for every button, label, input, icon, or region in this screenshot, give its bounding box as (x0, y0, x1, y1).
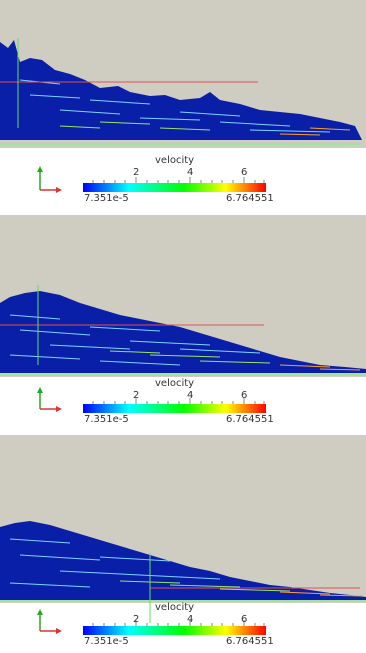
velocity-field-view-1 (0, 0, 366, 193)
colorbar-title: velocity (155, 155, 195, 166)
velocity-field-view-3 (0, 435, 366, 635)
colorbar-ticks (92, 177, 265, 183)
colorbar-tick-label: 2 (133, 167, 140, 178)
snapshot-panel-1: velocity 2 4 6 7.351e-5 6.764551 (0, 0, 366, 215)
colorbar-min-label: 7.351e-5 (84, 636, 129, 647)
colorbar-tick-label: 6 (241, 390, 248, 401)
axes-triad (37, 609, 62, 634)
fluid-region (0, 291, 366, 373)
snapshot-panel-3: velocity 2 4 6 7.351e-5 6.764551 (0, 435, 366, 653)
colorbar-tick-label: 6 (241, 167, 248, 178)
colorbar-tick-label: 4 (187, 614, 194, 625)
colorbar-tick-label: 6 (241, 614, 248, 625)
colorbar (83, 626, 266, 635)
colorbar-title: velocity (155, 378, 195, 389)
snapshot-panel-2: velocity 2 4 6 7.351e-5 6.764551 (0, 215, 366, 435)
velocity-vectors (9, 314, 261, 366)
colorbar-max-label: 6.764551 (226, 414, 274, 425)
colorbar-tick-label: 4 (187, 390, 194, 401)
colorbar-tick-label: 4 (187, 167, 194, 178)
colorbar-max-label: 6.764551 (226, 636, 274, 647)
colorbar-ticks (92, 620, 265, 626)
fluid-region (0, 521, 366, 601)
velocity-vectors (19, 79, 331, 133)
colorbar-max-label: 6.764551 (226, 193, 274, 204)
colorbar-tick-label: 2 (133, 614, 140, 625)
velocity-vectors (9, 538, 221, 588)
velocity-field-view-2 (0, 215, 366, 413)
fluid-region (0, 40, 362, 140)
colorbar-min-label: 7.351e-5 (84, 414, 129, 425)
axes-triad (37, 166, 62, 193)
colorbar (83, 404, 266, 413)
axes-triad (37, 387, 62, 412)
colorbar-ticks (92, 398, 265, 404)
colorbar (83, 183, 266, 192)
colorbar-min-label: 7.351e-5 (84, 193, 129, 204)
colorbar-title: velocity (155, 602, 195, 613)
colorbar-tick-label: 2 (133, 390, 140, 401)
